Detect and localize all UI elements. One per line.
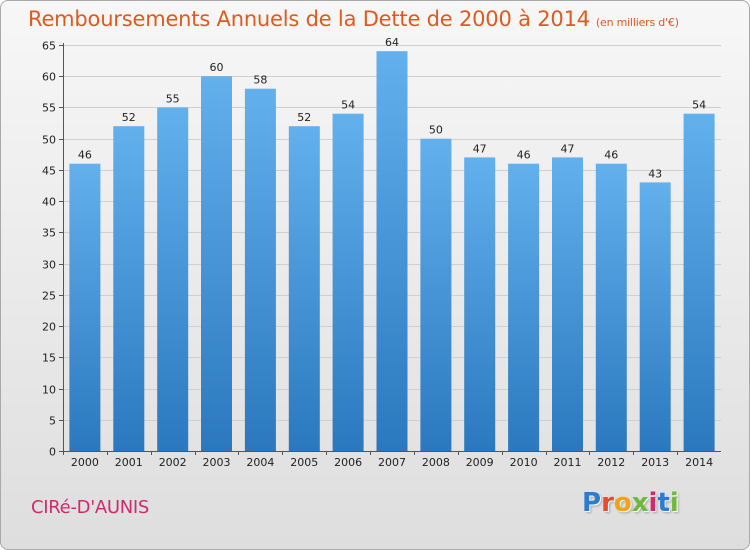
data-label: 43 <box>648 167 662 180</box>
y-tick-label: 20 <box>42 321 56 334</box>
chart-title: Remboursements Annuels de la Dette de 20… <box>28 7 679 31</box>
data-label: 54 <box>692 99 706 112</box>
logo-letter: t <box>657 488 670 518</box>
bar <box>113 126 145 451</box>
x-tick-label: 2005 <box>290 456 318 469</box>
y-tick-label: 15 <box>42 352 56 365</box>
data-label: 52 <box>122 111 136 124</box>
y-tick-label: 35 <box>42 227 56 240</box>
x-tick-label: 2013 <box>641 456 669 469</box>
data-label: 50 <box>429 124 443 137</box>
x-tick-label: 2010 <box>510 456 538 469</box>
y-tick-label: 25 <box>42 290 56 303</box>
y-tick-label: 60 <box>42 71 56 84</box>
bar <box>420 138 452 451</box>
data-label: 46 <box>604 149 618 162</box>
data-label: 47 <box>561 142 575 155</box>
y-tick-label: 55 <box>42 102 56 115</box>
y-tick-label: 5 <box>49 415 56 428</box>
y-tick-label: 45 <box>42 165 56 178</box>
bar <box>376 51 408 451</box>
data-label: 64 <box>385 36 399 49</box>
logo-letter: r <box>601 488 614 518</box>
x-tick-label: 2007 <box>378 456 406 469</box>
data-label: 54 <box>341 99 355 112</box>
y-tick-label: 65 <box>42 40 56 53</box>
bar <box>595 163 627 451</box>
x-tick-label: 2006 <box>334 456 362 469</box>
proxiti-logo: Proxiti <box>582 488 679 518</box>
data-label: 47 <box>473 142 487 155</box>
x-tick-label: 2008 <box>422 456 450 469</box>
y-tick-label: 0 <box>49 446 56 459</box>
x-tick-label: 2012 <box>597 456 625 469</box>
data-label: 58 <box>253 74 267 87</box>
data-label: 60 <box>210 61 224 74</box>
logo-letter: i <box>669 488 679 518</box>
bar <box>639 182 671 451</box>
logo-letter: x <box>631 488 649 518</box>
data-label: 46 <box>78 149 92 162</box>
x-tick-label: 2014 <box>685 456 713 469</box>
unit-label: (en milliers d'€) <box>595 16 679 29</box>
bar <box>244 88 276 451</box>
axis-layer: 0 5 10 15 20 25 30 35 40 45 50 55 60 65 2000 2001 2002 20… <box>42 40 721 469</box>
y-tick-label: 30 <box>42 259 56 272</box>
y-tick-label: 40 <box>42 196 56 209</box>
x-tick-label: 2002 <box>159 456 187 469</box>
x-tick-label: 2000 <box>71 456 99 469</box>
bar <box>552 157 583 451</box>
bar <box>683 113 715 451</box>
logo-letter: o <box>613 488 632 518</box>
y-tick-label: 50 <box>42 134 56 147</box>
x-tick-label: 2001 <box>115 456 143 469</box>
commune-name: CIRé-D'AUNIS <box>31 497 150 518</box>
x-tick-label: 2004 <box>246 456 274 469</box>
bar <box>332 113 364 451</box>
y-tick-label: 10 <box>42 384 56 397</box>
x-tick-label: 2003 <box>203 456 231 469</box>
title-text: Remboursements Annuels de la Dette de 20… <box>28 7 590 31</box>
bar <box>464 157 496 451</box>
logo-letter: P <box>582 488 602 518</box>
logo-letter: i <box>648 488 658 518</box>
bar <box>508 163 540 451</box>
x-tick-label: 2011 <box>554 456 582 469</box>
bar <box>157 107 189 451</box>
x-tick-label: 2009 <box>466 456 494 469</box>
data-label: 52 <box>297 111 311 124</box>
bar-layer <box>69 51 715 451</box>
data-label: 55 <box>166 93 180 106</box>
data-label: 46 <box>517 149 531 162</box>
bar <box>201 76 232 451</box>
label-layer: 46 52 55 60 58 52 54 64 50 47 46 47 46 43 54 <box>78 36 706 180</box>
bar <box>288 126 320 451</box>
bar <box>69 163 101 451</box>
